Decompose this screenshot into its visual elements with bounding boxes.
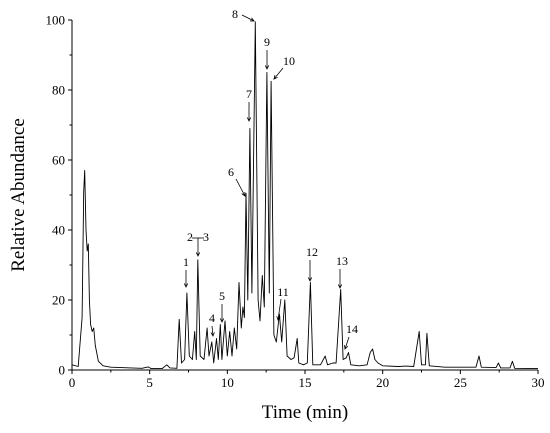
peak-arrowhead [183, 283, 189, 288]
y-tick-label: 80 [52, 83, 65, 98]
x-tick-label: 30 [532, 375, 545, 390]
peak-arrowhead [276, 316, 281, 321]
peak-arrowhead [249, 17, 255, 22]
y-tick-label: 40 [52, 223, 65, 238]
y-axis-title: Relative Abundance [8, 118, 29, 272]
x-tick-label: 15 [299, 375, 312, 390]
peak-arrow [211, 325, 214, 337]
peak-label: 8 [232, 7, 238, 21]
y-tick-label: 60 [52, 153, 65, 168]
peak-arrow [277, 298, 282, 321]
peak-label: 12 [306, 245, 318, 259]
peak-arrowhead [307, 277, 313, 282]
peak-label: 9 [264, 35, 270, 49]
peak-arrowhead [273, 75, 278, 80]
peak-arrow [241, 14, 255, 22]
peak-arrow [273, 67, 284, 80]
x-tick-label: 20 [376, 375, 389, 390]
peak-arrowhead [210, 332, 215, 337]
axis-lines [71, 20, 538, 371]
x-tick-label: 5 [146, 375, 153, 390]
peak-label: 2 [187, 230, 193, 244]
x-axis-title: Time (min) [262, 402, 348, 423]
peak-label: 1 [183, 255, 189, 269]
peak-arrowhead [241, 191, 246, 197]
peak-arrowhead [219, 318, 225, 323]
y-tick-label: 20 [52, 293, 65, 308]
plot-axes [71, 20, 538, 371]
peak-label: 14 [346, 322, 358, 336]
peak-arrowhead [264, 65, 270, 70]
peak-label: 10 [283, 54, 295, 68]
peak-arrowhead [246, 117, 252, 122]
trace-layer [71, 21, 539, 370]
peak-label: 11 [277, 285, 289, 299]
peak-label: 7 [246, 87, 252, 101]
peak-arrowhead [195, 252, 201, 257]
peak-arrowhead [337, 284, 343, 289]
peak-label: 4 [209, 311, 215, 325]
peak-label: 13 [336, 254, 348, 268]
peak-label: 5 [219, 289, 225, 303]
y-tick-label: 0 [59, 363, 66, 378]
peak-label: 3 [203, 230, 209, 244]
x-tick-label: 25 [454, 375, 467, 390]
peak-arrow [235, 178, 246, 197]
y-tick-label: 100 [46, 13, 66, 28]
peak-label: 6 [228, 165, 234, 179]
x-tick-label: 0 [69, 375, 76, 390]
chromatogram-trace [71, 21, 539, 370]
x-tick-label: 10 [221, 375, 234, 390]
peak-arrow [344, 336, 350, 350]
peak-arrowhead [344, 344, 349, 350]
